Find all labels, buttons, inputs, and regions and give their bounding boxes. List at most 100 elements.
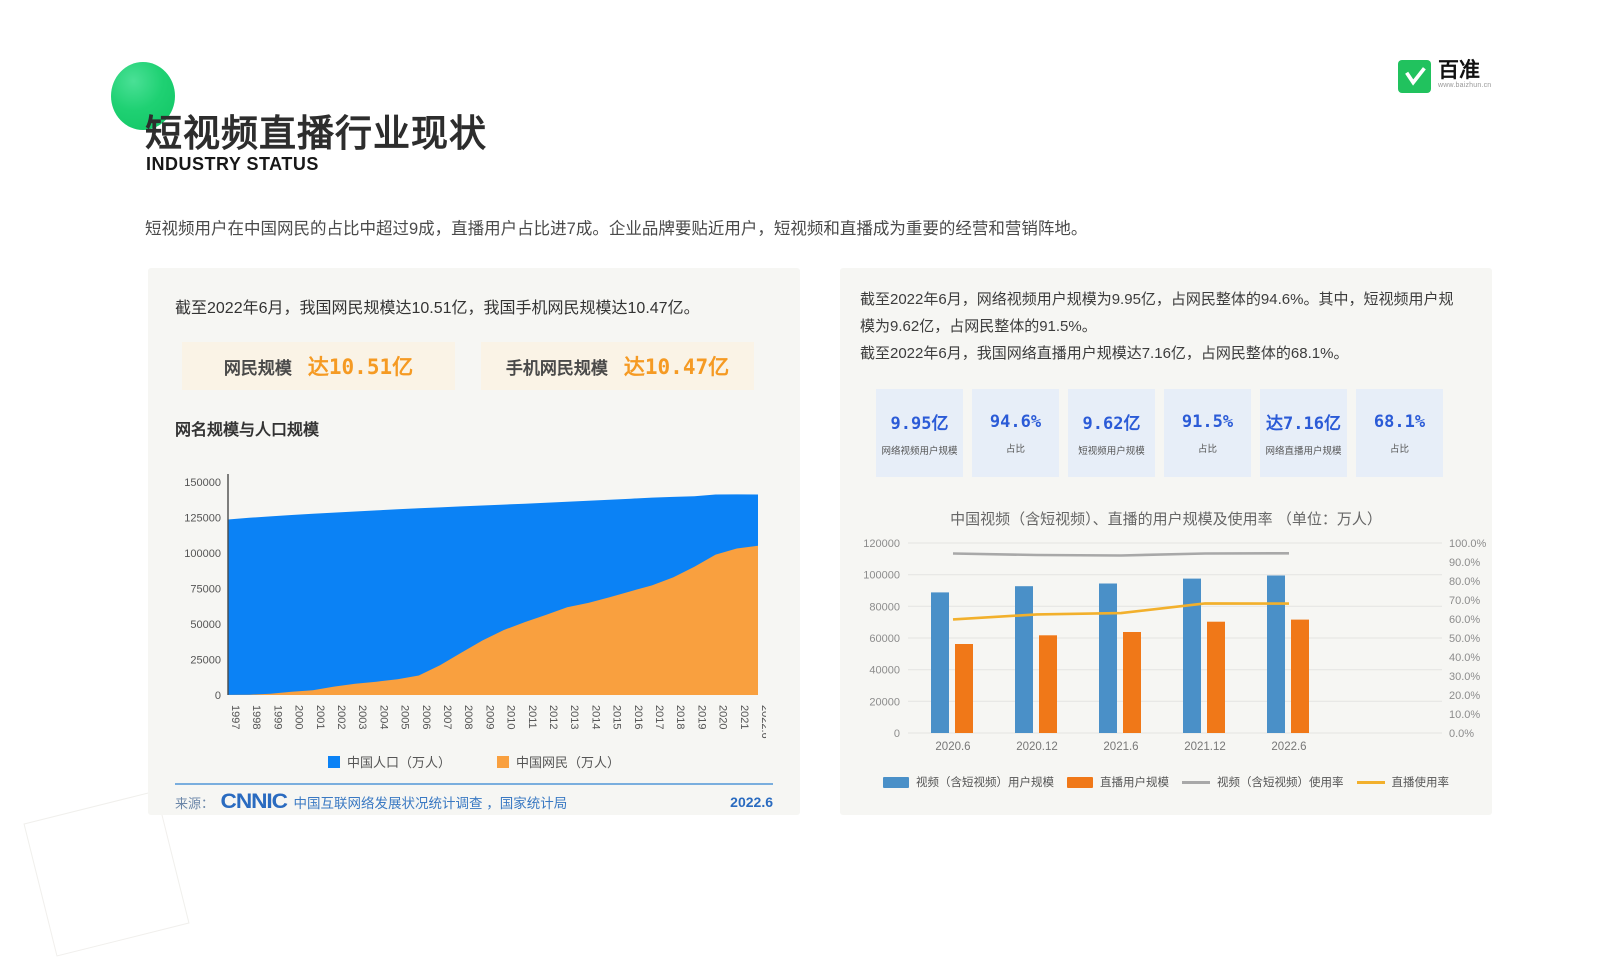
source-date: 2022.6 xyxy=(730,794,773,810)
area-chart-legend: 中国人口（万人） 中国网民（万人） xyxy=(148,752,800,771)
x-tick-label: 2017 xyxy=(653,705,665,729)
netizen-panel: 截至2022年6月，我国网民规模达10.51亿，我国手机网民规模达10.47亿。… xyxy=(148,268,800,815)
video-live-panel: 截至2022年6月，网络视频用户规模为9.95亿，占网民整体的94.6%。其中，… xyxy=(840,268,1492,815)
stat-value: 68.1% xyxy=(1373,411,1426,432)
line-live-rate xyxy=(952,602,1290,621)
decor-outline-square xyxy=(23,790,190,957)
video-headline: 截至2022年6月，网络视频用户规模为9.95亿，占网民整体的94.6%。其中，… xyxy=(860,286,1468,367)
stat-label: 占比 xyxy=(1197,443,1217,455)
x-tick-label: 2004 xyxy=(377,705,389,729)
x-tick-label: 2005 xyxy=(399,705,411,729)
x-tick-label: 2000 xyxy=(293,705,305,729)
page-subtitle: INDUSTRY STATUS xyxy=(146,154,319,174)
x-tick-label: 2022.6 xyxy=(759,705,766,739)
x-tick-label: 2019 xyxy=(695,705,707,729)
right-axis-label: 70.0% xyxy=(1449,595,1480,607)
legend-label: 直播使用率 xyxy=(1391,777,1450,789)
x-tick-label: 2007 xyxy=(441,705,453,729)
stat-live-users: 达7.16亿 网络直播用户规模 xyxy=(1260,389,1347,477)
stat-live-share: 68.1% 占比 xyxy=(1356,389,1443,477)
right-axis-label: 90.0% xyxy=(1449,557,1480,569)
stat-label: 占比 xyxy=(1389,443,1409,455)
x-tick-label: 2014 xyxy=(589,705,601,729)
bar-live-users xyxy=(1039,635,1057,733)
bar-live-users xyxy=(1123,632,1141,733)
area-netizens xyxy=(228,545,758,695)
left-axis-label: 60000 xyxy=(869,633,900,645)
right-axis-label: 50.0% xyxy=(1449,633,1480,645)
y-tick-label: 25000 xyxy=(190,655,221,667)
stat-value: 达10.47亿 xyxy=(623,355,730,379)
stat-video-share: 94.6% 占比 xyxy=(972,389,1059,477)
x-category-label: 2021.12 xyxy=(1184,741,1226,753)
y-tick-label: 0 xyxy=(215,690,221,702)
brand-check-icon xyxy=(1398,60,1431,93)
decor-green-circle xyxy=(111,62,175,130)
stat-label: 手机网民规模 xyxy=(505,358,608,378)
stat-label: 网民规模 xyxy=(223,358,292,378)
legend-item-video-rate: 视频（含短视频）使用率 xyxy=(1182,774,1344,790)
left-axis-label: 0 xyxy=(894,728,900,740)
x-category-label: 2020.12 xyxy=(1016,741,1058,753)
right-axis-label: 30.0% xyxy=(1449,671,1480,683)
x-tick-label: 2020 xyxy=(717,705,729,729)
right-axis-label: 20.0% xyxy=(1449,690,1480,702)
x-tick-label: 2009 xyxy=(483,705,495,729)
y-tick-label: 50000 xyxy=(190,619,221,631)
stat-label: 占比 xyxy=(1005,443,1025,455)
video-rate-line-swatch xyxy=(1182,780,1210,784)
x-tick-label: 2008 xyxy=(462,705,474,729)
video-headline-line2: 截至2022年6月，我国网络直播用户规模达7.16亿，占网民整体的68.1%。 xyxy=(860,345,1349,362)
legend-label: 直播用户规模 xyxy=(1100,777,1169,789)
source-row: 来源： CNNIC 中国互联网络发展状况统计调查 ，国家统计局 2022.6 xyxy=(175,783,773,812)
brand-url: www.baizhun.cn xyxy=(1438,82,1492,89)
legend-item-live-users: 直播用户规模 xyxy=(1067,774,1169,790)
stat-label: 短视频用户规模 xyxy=(1078,446,1145,457)
bar-video-users xyxy=(1183,578,1201,733)
video-bar-swatch xyxy=(883,776,909,788)
legend-item-netizens: 中国网民（万人） xyxy=(497,752,620,771)
bar-live-users xyxy=(955,644,973,733)
x-tick-label: 1997 xyxy=(229,705,241,729)
legend-label: 中国网民（万人） xyxy=(516,755,621,770)
stat-value: 达7.16亿 xyxy=(1266,414,1341,434)
netizen-population-area-chart: 0 25000 50000 75000 100000 125000 150000 1997 19… xyxy=(184,474,766,739)
x-category-label: 2022.6 xyxy=(1271,741,1306,753)
x-tick-label: 2002 xyxy=(335,705,347,729)
video-headline-line1: 截至2022年6月，网络视频用户规模为9.95亿，占网民整体的94.6%。其中，… xyxy=(860,291,1454,335)
bar-video-users xyxy=(1015,586,1033,733)
x-category-label: 2020.6 xyxy=(935,741,970,753)
netizen-swatch xyxy=(497,755,509,768)
bar-video-users xyxy=(931,592,949,733)
stat-netizen-scale: 网民规模 达10.51亿 xyxy=(182,342,455,390)
barline-chart-legend: 视频（含短视频）用户规模 直播用户规模 视频（含短视频）使用率 直播使用率 xyxy=(840,774,1492,790)
bar-live-users xyxy=(1207,621,1225,733)
right-axis-label: 40.0% xyxy=(1449,652,1480,664)
stat-mobile-netizen-scale: 手机网民规模 达10.47亿 xyxy=(481,342,754,390)
x-category-label: 2021.6 xyxy=(1103,741,1138,753)
netizen-headline: 截至2022年6月，我国网民规模达10.51亿，我国手机网民规模达10.47亿。 xyxy=(175,300,700,317)
stat-value: 91.5% xyxy=(1181,411,1234,432)
bar-video-users xyxy=(1099,583,1117,733)
source-prefix: 来源： xyxy=(175,795,215,811)
x-tick-label: 2010 xyxy=(505,705,517,729)
barline-chart-title: 中国视频（含短视频）、直播的用户规模及使用率 （单位：万人） xyxy=(950,511,1382,528)
stat-shortvideo-share: 91.5% 占比 xyxy=(1164,389,1251,477)
x-tick-label: 2006 xyxy=(420,705,432,729)
x-tick-label: 2016 xyxy=(632,705,644,729)
line-video-rate xyxy=(952,552,1290,557)
area-chart-title: 网名规模与人口规模 xyxy=(175,422,320,439)
stat-shortvideo-users: 9.62亿 短视频用户规模 xyxy=(1068,389,1155,477)
brand-name: 百准 xyxy=(1438,59,1480,82)
live-rate-line-swatch xyxy=(1356,780,1385,784)
netizen-stat-row: 网民规模 达10.51亿 手机网民规模 达10.47亿 xyxy=(182,342,754,390)
stat-value: 达10.51亿 xyxy=(307,355,414,379)
right-axis-label: 60.0% xyxy=(1449,614,1480,626)
stat-label: 网络视频用户规模 xyxy=(881,446,958,457)
y-tick-label: 125000 xyxy=(184,513,221,525)
left-axis-label: 80000 xyxy=(869,601,900,613)
stat-video-users: 9.95亿 网络视频用户规模 xyxy=(876,389,963,477)
x-tick-label: 2003 xyxy=(356,705,368,729)
page-title: 短视频直播行业现状 xyxy=(145,113,487,154)
stat-value: 9.95亿 xyxy=(890,414,949,434)
